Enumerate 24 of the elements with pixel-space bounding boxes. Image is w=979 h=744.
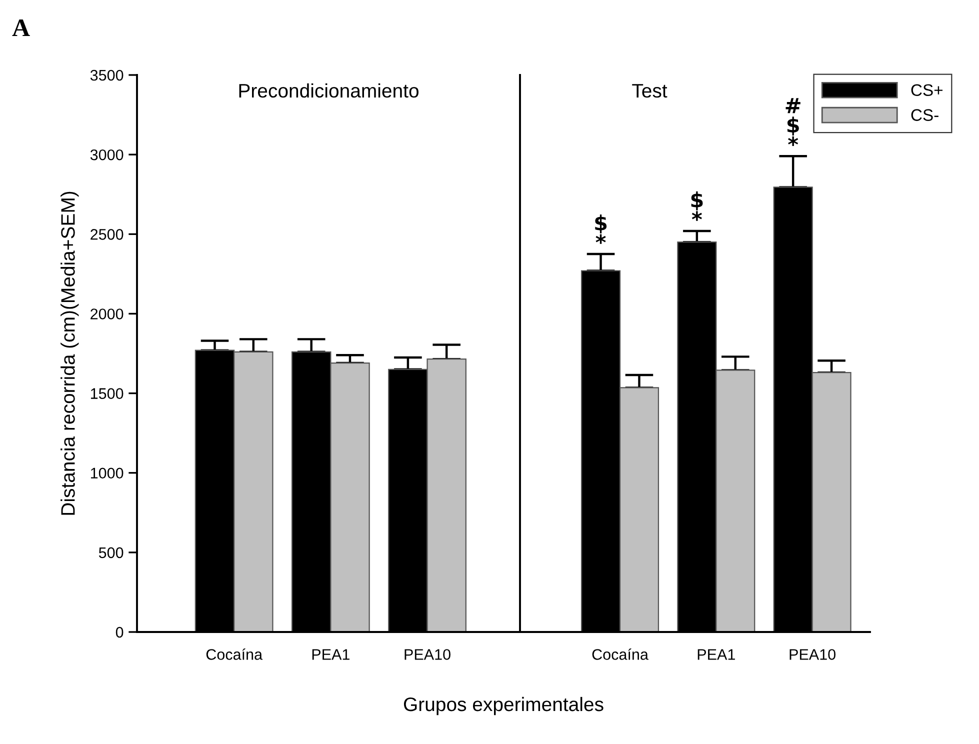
chart-title: Precondicionamiento (239, 83, 418, 98)
text: A (12, 20, 30, 36)
x-tick-label: Cocaína (206, 648, 263, 660)
annotation: $ * (595, 214, 607, 244)
legend-label: CS- (911, 109, 938, 121)
y-tick-label: 1000 (90, 468, 124, 479)
x-axis-title: Grupos experimentales (404, 696, 604, 716)
x-tick-label: PEA1 (312, 649, 350, 660)
x-tick-label: PEA1 (698, 649, 735, 660)
annotation: $ * (691, 191, 703, 221)
chart-title: Test (632, 84, 668, 98)
y-tick-label: 500 (98, 547, 124, 558)
x-tick-label: PEA10 (790, 649, 836, 660)
y-tick-label: 3500 (90, 70, 124, 81)
y-tick-label: 1500 (90, 388, 124, 399)
annotation: # $ * (786, 98, 800, 146)
y-tick-label: 3000 (90, 149, 124, 160)
x-tick-label: Cocaína (592, 648, 648, 660)
y-tick-label: 2000 (90, 308, 124, 320)
legend-label: CS+ (911, 84, 943, 96)
y-axis-title: Distancia recorrida (cm)(Media+SEM) (60, 192, 79, 515)
x-tick-label: PEA10 (404, 649, 450, 660)
y-tick-label: 0 (116, 626, 124, 638)
y-tick-label: 2500 (90, 229, 124, 240)
